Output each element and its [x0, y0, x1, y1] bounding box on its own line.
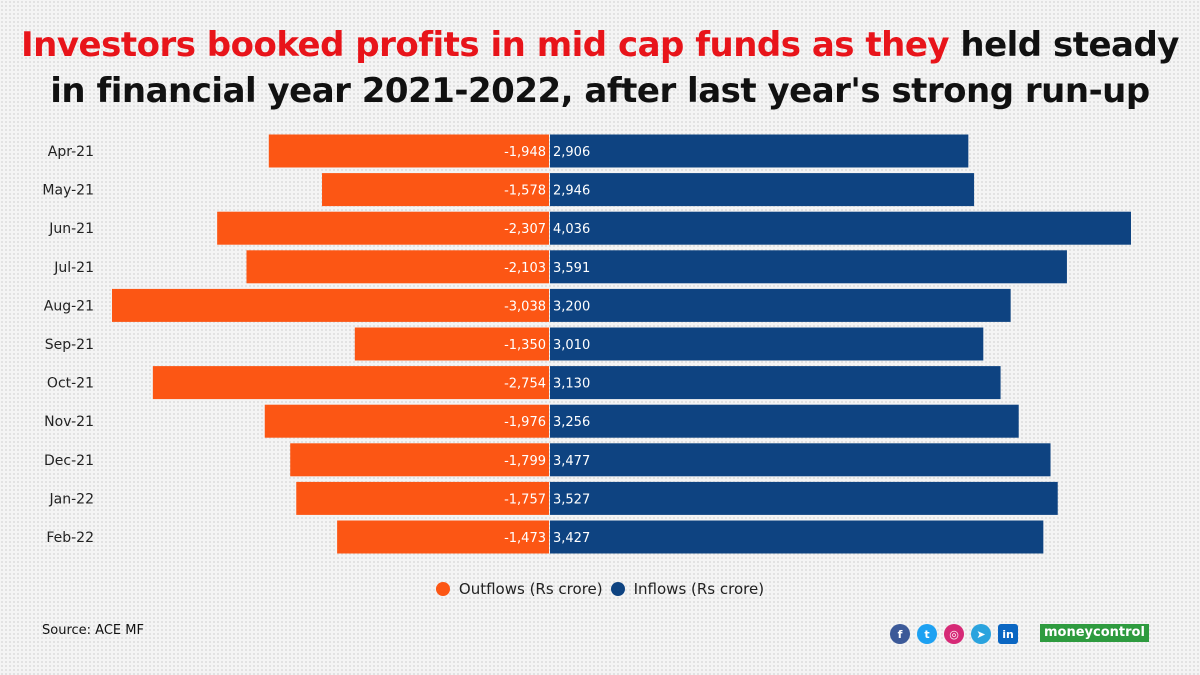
outflow-value-label: -1,473	[504, 531, 546, 546]
outflow-bar	[296, 481, 549, 515]
outflow-value-label: -1,948	[504, 145, 546, 160]
inflow-bar	[550, 443, 1051, 477]
inflow-bar	[550, 211, 1131, 245]
social-icons: f t ◎ ➤ in	[890, 624, 1025, 644]
outflow-value-label: -2,754	[504, 377, 546, 392]
inflow-bar	[550, 520, 1044, 554]
inflow-bar	[550, 288, 1011, 322]
inflow-value-label: 3,591	[553, 261, 590, 276]
linkedin-icon[interactable]: in	[998, 624, 1018, 644]
inflow-value-label: 4,036	[553, 222, 590, 237]
inflow-value-label: 2,906	[553, 145, 590, 160]
legend-item-inflows: Inflows (Rs crore)	[610, 580, 765, 598]
outflow-bar	[246, 250, 549, 284]
inflow-value-label: 2,946	[553, 184, 590, 199]
category-label: Jan-22	[49, 491, 94, 507]
title-line2: in financial year 2021-2022, after last …	[50, 71, 1150, 111]
outflow-value-label: -1,350	[504, 338, 546, 353]
category-label: Nov-21	[44, 414, 94, 430]
inflow-value-label: 3,256	[553, 415, 590, 430]
outflow-value-label: -1,578	[504, 184, 546, 199]
brand-logo: moneycontrol	[1040, 624, 1149, 642]
outflow-value-label: -2,307	[504, 222, 546, 237]
outflow-value-label: -1,799	[504, 454, 546, 469]
instagram-icon[interactable]: ◎	[944, 624, 964, 644]
outflow-bar	[217, 211, 549, 245]
outflow-bar	[264, 404, 549, 438]
outflow-bar	[268, 134, 549, 168]
outflow-bar	[152, 366, 550, 400]
inflow-value-label: 3,200	[553, 299, 590, 314]
outflow-bar	[337, 520, 549, 554]
category-label: Oct-21	[47, 376, 94, 392]
inflow-bar	[550, 404, 1019, 438]
twitter-icon[interactable]: t	[917, 624, 937, 644]
outflow-value-label: -3,038	[504, 299, 546, 314]
category-label: Jun-21	[48, 221, 94, 237]
diverging-bar-chart: Apr-21 -1,948 2,906 May-21 -1,578 2,946 Jun-21…	[42, 134, 1131, 554]
outflow-bar	[290, 443, 549, 477]
category-label: Apr-21	[48, 144, 94, 160]
inflow-value-label: 3,477	[553, 454, 590, 469]
inflow-value-label: 3,010	[553, 338, 590, 353]
inflow-value-label: 3,427	[553, 531, 590, 546]
legend-label-outflows: Outflows (Rs crore)	[458, 580, 603, 598]
inflow-value-label: 3,130	[553, 377, 590, 392]
legend-label-inflows: Inflows (Rs crore)	[633, 580, 765, 598]
outflow-value-label: -2,103	[504, 261, 546, 276]
legend-item-outflows: Outflows (Rs crore)	[435, 580, 603, 598]
legend: Outflows (Rs crore) Inflows (Rs crore)	[0, 580, 1200, 598]
category-label: Aug-21	[44, 298, 94, 314]
outflow-bar	[322, 173, 549, 207]
telegram-icon[interactable]: ➤	[971, 624, 991, 644]
outflow-value-label: -1,757	[504, 492, 546, 507]
category-label: Sep-21	[45, 337, 94, 353]
title-rest: held steady	[949, 25, 1179, 65]
outflow-bar	[112, 288, 549, 322]
inflow-value-label: 3,527	[553, 492, 590, 507]
inflow-bar	[550, 481, 1058, 515]
facebook-icon[interactable]: f	[890, 624, 910, 644]
inflow-bar	[550, 250, 1067, 284]
inflow-bar	[550, 327, 984, 361]
outflow-legend-dot	[435, 582, 450, 596]
outflow-bar	[354, 327, 549, 361]
inflow-bar	[550, 366, 1001, 400]
category-label: Dec-21	[44, 453, 94, 469]
source-note: Source: ACE MF	[42, 623, 144, 638]
category-label: Feb-22	[46, 530, 94, 546]
inflow-legend-dot	[610, 582, 625, 596]
chart-title: Investors booked profits in mid cap fund…	[0, 22, 1200, 114]
category-label: Jul-21	[53, 260, 94, 276]
inflow-bar	[550, 134, 969, 168]
category-label: May-21	[42, 183, 94, 199]
inflow-bar	[550, 173, 975, 207]
outflow-value-label: -1,976	[504, 415, 546, 430]
title-highlight: Investors booked profits in mid cap fund…	[21, 25, 950, 65]
